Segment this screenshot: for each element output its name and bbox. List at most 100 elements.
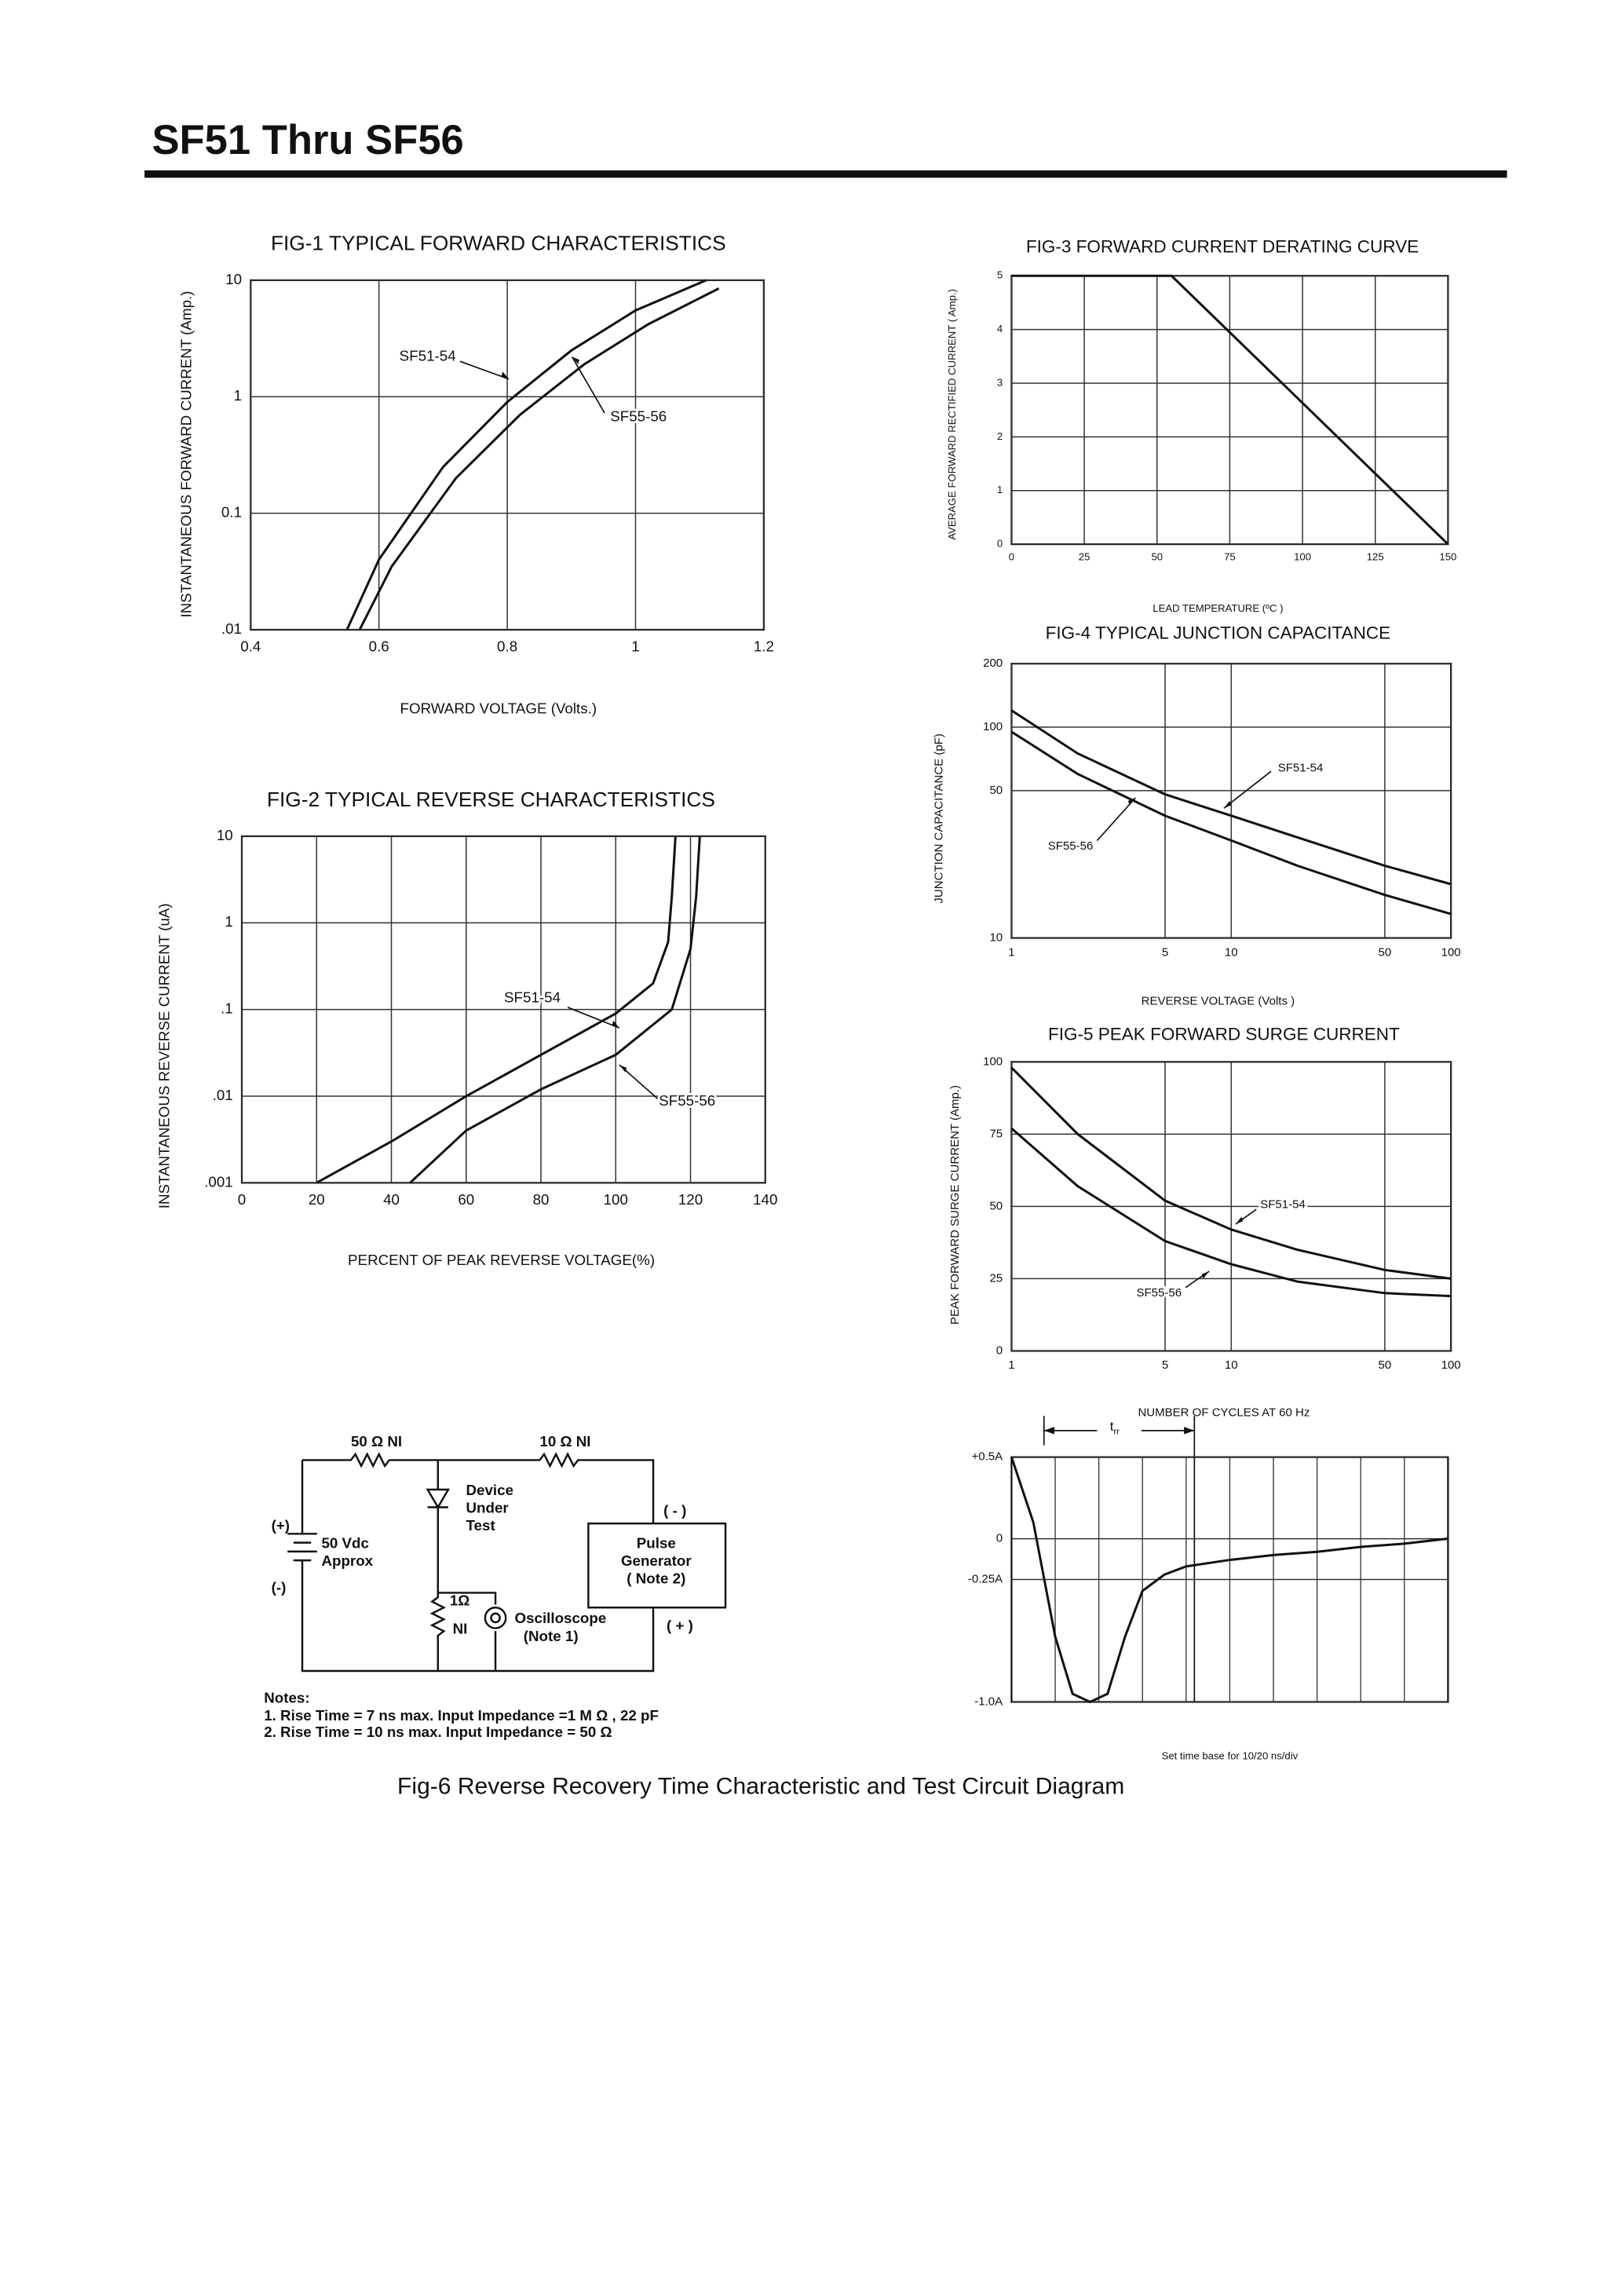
y-tick-label: 0 bbox=[996, 1344, 1003, 1357]
y-tick-label: 5 bbox=[997, 269, 1003, 281]
leader-arrow bbox=[1223, 800, 1232, 809]
page-title: SF51 Thru SF56 bbox=[152, 117, 463, 163]
chart: -1.0A -0.25A 0 +0.5A Set time base for 10/20… bbox=[968, 1416, 1449, 1761]
x-tick-label: 100 bbox=[1294, 550, 1311, 562]
y-tick-label: .01 bbox=[213, 1087, 233, 1103]
battery bbox=[287, 1533, 317, 1567]
x-tick-label: 50 bbox=[1379, 945, 1392, 959]
series-line bbox=[1010, 1066, 1452, 1280]
series-line bbox=[345, 279, 707, 631]
leader-arrow bbox=[501, 371, 509, 379]
series-line bbox=[358, 287, 720, 631]
x-tick-label: 0.4 bbox=[240, 638, 261, 654]
note: 1. Rise Time = 7 ns max. Input Impedance… bbox=[264, 1707, 659, 1724]
x-axis-label: NUMBER OF CYCLES AT 60 Hz bbox=[1138, 1406, 1310, 1419]
leader-line bbox=[459, 360, 510, 380]
chart: 0.4 0.6 0.8 1 1.2 .01 0.1 1 10 FIG-1 TYPICAL FORW… bbox=[177, 232, 773, 717]
figure-caption: Fig-6 Reverse Recovery Time Characterist… bbox=[397, 1773, 1124, 1799]
x-axis-label: REVERSE VOLTAGE (Volts ) bbox=[1142, 994, 1295, 1007]
chart-title: FIG-1 TYPICAL FORWARD CHARACTERISTICS bbox=[271, 232, 726, 255]
x-axis-label: PERCENT OF PEAK REVERSE VOLTAGE(%) bbox=[348, 1252, 655, 1268]
circuit-label: Oscilloscope bbox=[514, 1610, 606, 1626]
y-tick-label: 10 bbox=[217, 827, 233, 843]
oscilloscope-symbol-inner bbox=[490, 1612, 501, 1624]
circuit-label: 50 Vdc bbox=[321, 1534, 369, 1551]
circuit-label: (Note 1) bbox=[524, 1628, 579, 1644]
series-label: SF51-54 bbox=[504, 989, 561, 1006]
y-tick-label: 3 bbox=[997, 376, 1003, 388]
y-tick-label: .001 bbox=[204, 1173, 233, 1190]
leader-arrow bbox=[572, 356, 580, 364]
y-tick-label: 0 bbox=[997, 538, 1003, 550]
leader-line bbox=[1096, 797, 1136, 842]
chart: 0 25 50 75 100 125 150 0 1 2 3 4 5 FIG-3 FORWARD CURR… bbox=[946, 237, 1457, 615]
y-tick-label: 100 bbox=[983, 720, 1003, 733]
x-tick-label: 100 bbox=[1441, 945, 1461, 959]
leader-arrow bbox=[612, 1020, 619, 1029]
series-label: SF55-56 bbox=[659, 1092, 715, 1109]
circuit-label: Generator bbox=[621, 1552, 692, 1569]
trr-label: trr bbox=[1110, 1420, 1120, 1437]
x-tick-label: 125 bbox=[1367, 550, 1384, 562]
x-tick-label: 100 bbox=[604, 1191, 628, 1208]
leader-line bbox=[567, 1007, 620, 1029]
x-tick-label: 0.8 bbox=[497, 638, 517, 654]
test-circuit: 50 Ω NI 10 Ω NI Device Under Test ( - ) … bbox=[264, 1433, 727, 1740]
x-tick-label: 5 bbox=[1162, 1358, 1168, 1372]
pulse-generator-box bbox=[587, 1522, 727, 1609]
leader-line bbox=[1223, 770, 1272, 809]
x-tick-label: 0 bbox=[238, 1191, 246, 1208]
chart: 0 20 40 60 80 100 120 140 .001 .01 .1 1 10 FIG-2 TYPI… bbox=[155, 788, 777, 1268]
series-line bbox=[1010, 709, 1452, 886]
x-tick-label: 75 bbox=[1224, 550, 1236, 562]
series-line bbox=[409, 835, 701, 1184]
x-tick-label: 60 bbox=[458, 1191, 474, 1208]
circuit-label: 50 Ω NI bbox=[351, 1433, 402, 1450]
x-axis-label: LEAD TEMPERATURE (ºC ) bbox=[1153, 602, 1283, 614]
time-base-note: Set time base for 10/20 ns/div bbox=[1162, 1749, 1299, 1761]
circuit-label: 1Ω bbox=[450, 1592, 469, 1609]
x-tick-label: 0 bbox=[1009, 550, 1014, 562]
leader-line bbox=[572, 356, 605, 414]
x-tick-label: 0.6 bbox=[369, 638, 389, 654]
circuit-label: (-) bbox=[272, 1579, 287, 1596]
y-tick-label: 100 bbox=[983, 1055, 1003, 1068]
y-tick-label: 10 bbox=[225, 271, 242, 287]
chart-title: FIG-3 FORWARD CURRENT DERATING CURVE bbox=[1026, 237, 1419, 257]
series-line bbox=[1010, 1457, 1448, 1704]
series-label: SF55-56 bbox=[1136, 1286, 1182, 1300]
series-label: SF55-56 bbox=[610, 408, 667, 425]
series-line bbox=[1011, 274, 1449, 546]
circuit-label: Pulse bbox=[637, 1534, 676, 1551]
y-tick-label: 1 bbox=[225, 913, 232, 930]
chart: 1 5 10 50 100 10 50 100 200 FIG-4 TYPICAL JUNCTIO… bbox=[932, 623, 1460, 1008]
y-tick-label: 1 bbox=[997, 484, 1003, 495]
y-tick-label: .01 bbox=[221, 620, 242, 637]
series-label: SF51-54 bbox=[1260, 1197, 1306, 1211]
x-tick-label: 150 bbox=[1439, 550, 1456, 562]
x-tick-label: 1.2 bbox=[754, 638, 774, 654]
circuit-label: ( Note 2) bbox=[627, 1570, 685, 1587]
circuit-label: 10 Ω NI bbox=[539, 1433, 590, 1450]
y-axis-label: PEAK FORWARD SURGE CURRENT (Amp.) bbox=[948, 1085, 962, 1325]
x-tick-label: 140 bbox=[753, 1191, 777, 1208]
series-line bbox=[316, 835, 677, 1184]
series-label: SF55-56 bbox=[1048, 839, 1094, 853]
series-line bbox=[1010, 1127, 1452, 1298]
series-label: SF51-54 bbox=[400, 347, 456, 364]
chart-title: FIG-5 PEAK FORWARD SURGE CURRENT bbox=[1048, 1024, 1400, 1044]
x-tick-label: 10 bbox=[1225, 945, 1238, 959]
series-line bbox=[1010, 730, 1452, 916]
leader-arrow bbox=[1127, 798, 1136, 806]
circuit-label: Test bbox=[466, 1517, 496, 1534]
x-tick-label: 80 bbox=[533, 1191, 550, 1208]
note: 2. Rise Time = 10 ns max. Input Impedanc… bbox=[264, 1724, 612, 1740]
y-tick-label: -0.25A bbox=[968, 1573, 1003, 1586]
leader-arrow bbox=[1201, 1271, 1210, 1279]
notes-heading: Notes: bbox=[264, 1690, 309, 1706]
y-tick-label: 75 bbox=[989, 1127, 1003, 1140]
diode-and-shunt bbox=[426, 1460, 497, 1672]
y-tick-label: 50 bbox=[989, 1199, 1003, 1212]
chart-title: FIG-4 TYPICAL JUNCTION CAPACITANCE bbox=[1046, 623, 1391, 643]
